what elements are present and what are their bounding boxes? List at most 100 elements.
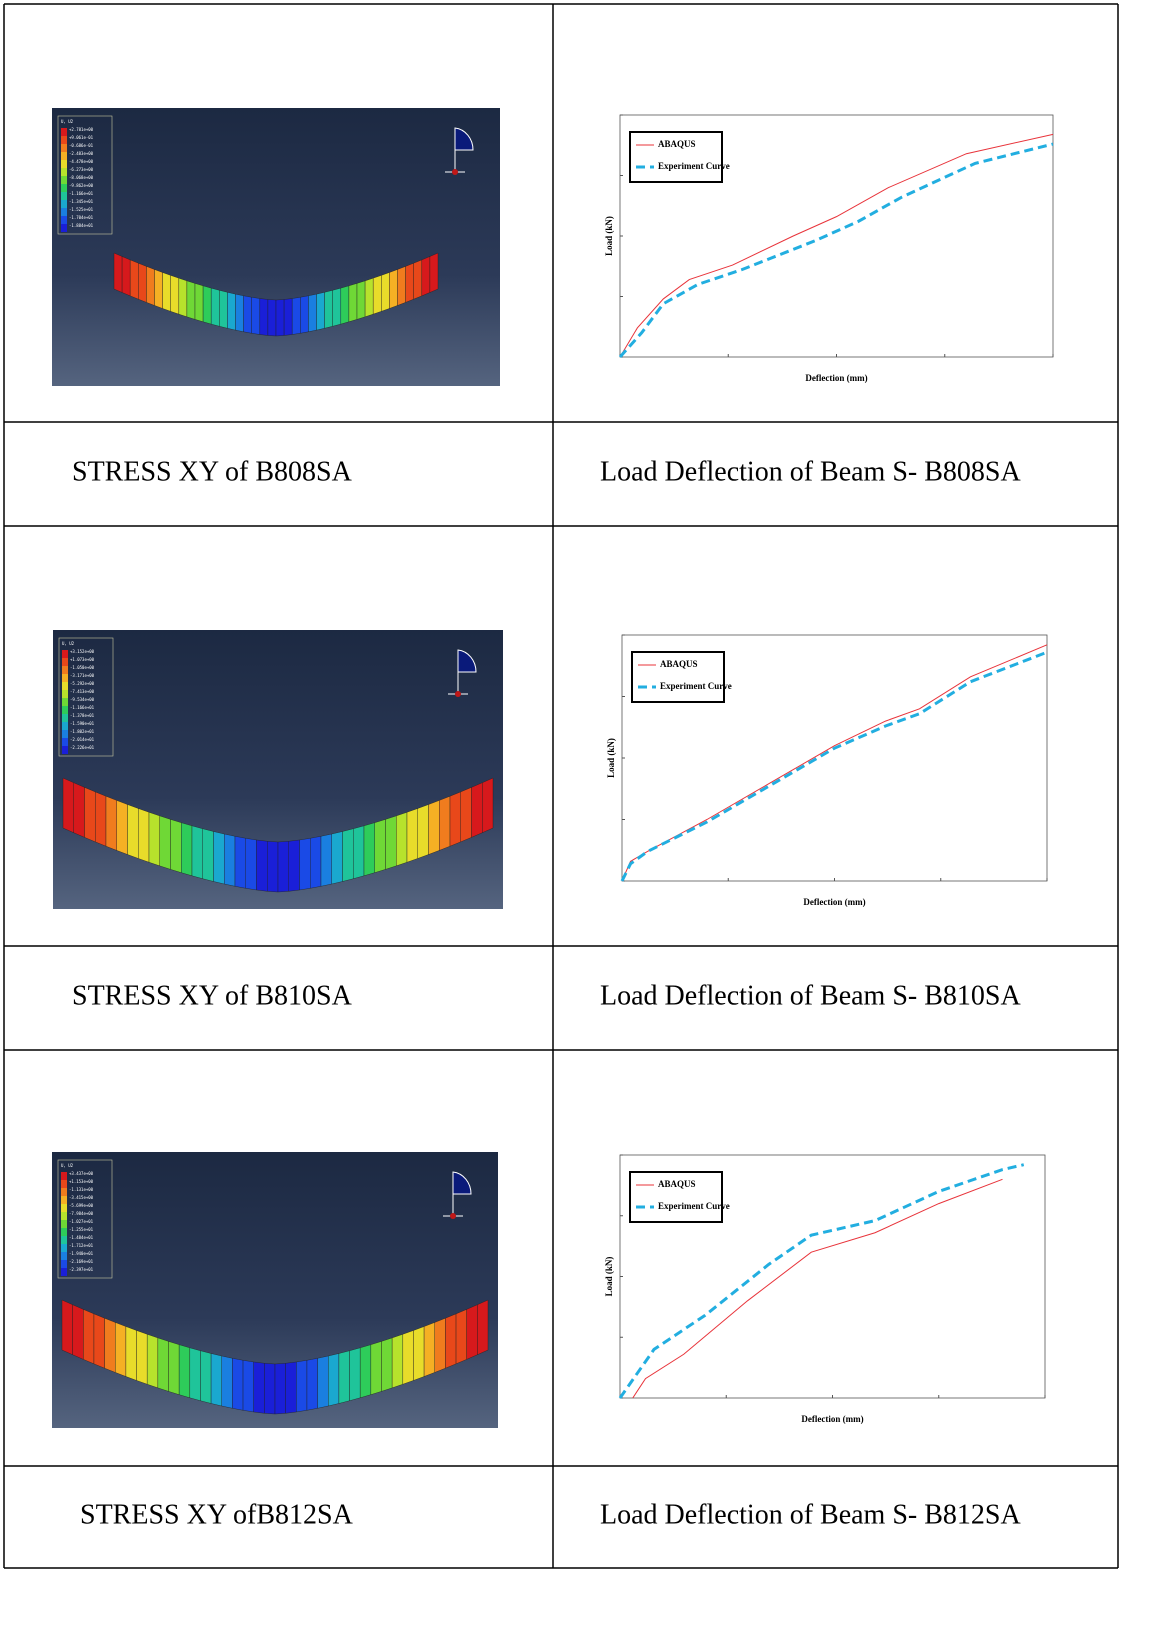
fea-legend-swatch [61, 1204, 67, 1212]
fea-legend-swatch [61, 192, 67, 200]
beam-segment [146, 266, 154, 305]
beam-segment [169, 1341, 180, 1394]
beam-segment [398, 266, 406, 305]
fea-background [52, 108, 500, 386]
fea-legend-swatch [61, 1236, 67, 1244]
beam-segment [407, 808, 418, 862]
beam-segment [85, 787, 96, 841]
caption: STRESS XY ofB812SA [80, 1499, 354, 1530]
fea-legend-swatch [61, 144, 67, 152]
fea-legend-value: -1.378e+01 [70, 713, 95, 718]
fea-legend-value: -5.292e+00 [70, 681, 95, 686]
beam-segment [392, 1334, 403, 1388]
fea-legend-value: -1.802e+01 [70, 729, 95, 734]
beam-segment [300, 838, 311, 890]
beam-segment [296, 1360, 307, 1412]
fea-legend-value: -3.415e+00 [69, 1195, 94, 1200]
fea-legend-value: -1.166e+01 [69, 191, 94, 196]
plot-legend-label: Experiment Curve [658, 161, 730, 171]
beam-segment [429, 800, 440, 854]
beam-segment [328, 1353, 339, 1406]
fea-variable: U, U2 [62, 641, 75, 646]
beam-segment [190, 1348, 201, 1401]
fea-legend-value: -1.884e+01 [69, 223, 94, 228]
beam-segment [422, 256, 430, 295]
fea-legend-swatch [61, 1188, 67, 1196]
beam-segment [289, 840, 300, 891]
fea-legend-value: -4.478e+00 [69, 159, 94, 164]
fea-legend-swatch [61, 1220, 67, 1228]
fea-legend-swatch [61, 184, 67, 192]
fea-legend-swatch [61, 152, 67, 160]
beam-segment [386, 816, 397, 869]
fea-legend-value: -2.169e+01 [69, 1259, 94, 1264]
beam-segment [321, 834, 332, 886]
beam-segment [117, 800, 128, 854]
beam-segment [257, 840, 268, 891]
fea-legend-value: +9.061e-01 [69, 135, 94, 140]
beam-segment [203, 829, 214, 882]
beam-segment [63, 778, 74, 833]
fea-legend-swatch [61, 176, 67, 184]
beam-segment [406, 263, 414, 302]
fea-legend-swatch [61, 168, 67, 176]
plot-legend-label: Experiment Curve [660, 681, 732, 691]
fea-legend-value: -9.534e+00 [70, 697, 95, 702]
fea-legend-swatch [61, 200, 67, 208]
beam-segment [73, 1305, 84, 1360]
beam-segment [382, 1338, 393, 1391]
plot-y-label: Load (kN) [606, 738, 616, 778]
fea-legend-swatch [61, 1268, 67, 1276]
beam-segment [445, 1314, 456, 1368]
fea-legend-value: -1.166e+01 [70, 705, 95, 710]
fea-legend-swatch [62, 730, 68, 738]
beam-segment [333, 288, 341, 326]
beam-segment [126, 1327, 137, 1381]
fea-legend-swatch [61, 1228, 67, 1236]
triad [450, 1213, 456, 1219]
beam-segment [310, 836, 321, 888]
beam-segment [300, 296, 308, 333]
plot-x-label: Deflection (mm) [801, 1414, 863, 1424]
fea-legend-swatch [61, 1172, 67, 1180]
beam-segment [203, 286, 211, 324]
fea-legend-value: -0.686e-01 [69, 143, 94, 148]
caption: STRESS XY of B808SA [72, 456, 353, 487]
beam-segment [413, 1327, 424, 1381]
beam-segment [222, 1356, 233, 1408]
triad [452, 169, 458, 175]
beam-segment [181, 823, 192, 876]
beam-segment [482, 778, 493, 833]
beam-segment [155, 269, 163, 308]
fea-legend-swatch [62, 658, 68, 666]
plot-legend-label: ABAQUS [658, 1179, 696, 1189]
beam-segment [128, 805, 139, 859]
fea-image: U, U2+3.152e+00+1.073e+00-1.050e+00-3.17… [53, 630, 503, 909]
fea-legend-value: -1.255e+01 [69, 1227, 94, 1232]
fea-legend-swatch [62, 706, 68, 714]
beam-segment [317, 292, 325, 330]
beam-segment [424, 1322, 435, 1376]
fea-legend-swatch [61, 1196, 67, 1204]
fea-legend-value: -8.068e+00 [69, 175, 94, 180]
fea-legend-swatch [61, 128, 67, 136]
beam-segment [122, 256, 130, 295]
fea-legend-value: -2.397e+01 [69, 1267, 94, 1272]
beam-segment [62, 1300, 73, 1355]
beam-segment [219, 290, 227, 328]
beam-segment [318, 1356, 329, 1408]
beam-segment [252, 297, 260, 334]
beam-segment [435, 1318, 446, 1372]
fea-legend-swatch [62, 738, 68, 746]
beam-segment [472, 783, 483, 838]
beam-segment [130, 260, 138, 299]
beam-segment [243, 1360, 254, 1412]
page: U, U2+2.781e+00+9.061e-01-0.686e-01-2.48… [0, 0, 1161, 1626]
beam-segment [381, 272, 389, 311]
beam-segment [268, 299, 276, 336]
beam-segment [365, 278, 373, 317]
fea-legend-value: -1.484e+01 [69, 1235, 94, 1240]
fea-legend-value: -1.345e+01 [69, 199, 94, 204]
beam-segment [83, 1309, 94, 1363]
